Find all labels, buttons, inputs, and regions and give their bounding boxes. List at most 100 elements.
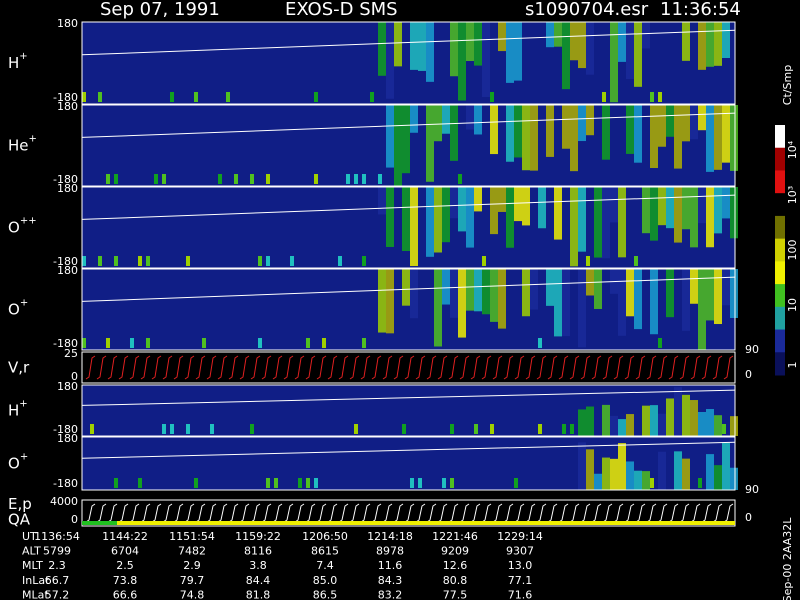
- panel-label-sup: +: [19, 399, 27, 410]
- table-cell: 12.6: [443, 559, 468, 572]
- sawtooth: [371, 355, 382, 380]
- spectrum-cell: [450, 187, 458, 219]
- sawtooth: [514, 355, 525, 380]
- spectrum-cell: [306, 338, 310, 348]
- spectrum-cell: [714, 465, 722, 490]
- spectrum-cell: [706, 105, 714, 172]
- spectrum-cell: [226, 92, 230, 102]
- spectrum-cell: [450, 22, 458, 77]
- spectrum-cell: [650, 105, 658, 169]
- sawtooth: [591, 355, 602, 380]
- spectrum-cell: [714, 187, 722, 234]
- spectrum-cell: [530, 269, 538, 310]
- spectrum-cell: [626, 414, 634, 436]
- spectrum-cell: [266, 256, 270, 266]
- sawtooth: [492, 355, 503, 380]
- spectrum-cell: [690, 400, 698, 436]
- spectrum-cell: [658, 105, 666, 147]
- table-cell: 1159:22: [235, 530, 281, 543]
- table-cell: 8116: [244, 545, 272, 558]
- sawtooth: [668, 355, 679, 380]
- spectrum-cell: [402, 424, 406, 434]
- spectrum-cell: [82, 92, 86, 102]
- spectrum-cell: [402, 269, 410, 306]
- spectrum-cell: [186, 256, 190, 266]
- tick-label: 180: [57, 264, 78, 277]
- sawtooth: [646, 355, 657, 380]
- panel-label-text: E,p: [8, 495, 32, 513]
- spectrum-cell: [586, 105, 594, 136]
- table-cell: 1221:46: [432, 530, 478, 543]
- trace: [81, 29, 736, 56]
- row-label: MLat: [22, 588, 49, 600]
- spectrum-cell: [594, 269, 602, 309]
- table-cell: 2.9: [183, 559, 201, 572]
- spectrum-cell: [82, 338, 86, 348]
- trace: [81, 441, 736, 459]
- spectrum-cell: [514, 478, 518, 488]
- spectrum-cell: [362, 174, 366, 184]
- spectrum-cell: [442, 269, 450, 305]
- table-cell: 71.6: [508, 588, 533, 600]
- file: s1090704.esr: [525, 0, 649, 20]
- spectrum-cell: [98, 92, 102, 102]
- sawtooth: [459, 355, 470, 380]
- table-cell: 73.8: [113, 574, 138, 587]
- colorbar-label: 100: [786, 240, 799, 261]
- spectrum-cell: [266, 174, 270, 184]
- sawtooth: [129, 355, 140, 380]
- spectrum-cell: [162, 174, 166, 184]
- spectrum-cell: [474, 187, 482, 212]
- tick-label: 0: [71, 370, 78, 383]
- spectrum-cell: [314, 92, 318, 102]
- tick-label: 90: [745, 483, 759, 496]
- spectrum-cell: [154, 174, 158, 184]
- spectrum-cell: [698, 478, 702, 488]
- spectrum-cell: [394, 105, 402, 186]
- spectrum-cell: [210, 424, 214, 434]
- spectrum-cell: [498, 269, 506, 329]
- panel-label-text: O: [8, 300, 20, 318]
- table-cell: 8978: [376, 545, 404, 558]
- row-label: InLat: [22, 574, 50, 587]
- spectrum-cell: [706, 187, 714, 248]
- sawtooth: [85, 355, 96, 380]
- sawtooth: [712, 355, 723, 380]
- spectrum-cell: [362, 338, 366, 348]
- table-cell: 9209: [441, 545, 469, 558]
- sawtooth: [547, 355, 558, 380]
- table-cell: 7482: [178, 545, 206, 558]
- spectrum-cell: [322, 338, 326, 348]
- sawtooth: [283, 355, 294, 380]
- panel-label-text: O: [8, 454, 20, 472]
- sawtooth: [602, 355, 613, 380]
- side-note: Sep-00 2AA32L: [781, 517, 794, 600]
- tick-label: 0: [745, 511, 752, 524]
- spectrum-cell: [482, 269, 490, 315]
- panel-frame: [81, 436, 736, 491]
- spectrum-cell: [474, 105, 482, 135]
- spectrum-cell: [410, 22, 418, 70]
- spectrum-cell: [650, 405, 658, 436]
- table-cell: 2.5: [116, 559, 134, 572]
- spectrum-cell: [474, 269, 482, 312]
- spectrum-cell: [722, 442, 730, 490]
- tick-label: 180: [57, 432, 78, 445]
- tick-label: 4000: [50, 495, 78, 508]
- table-cell: 1229:14: [497, 530, 543, 543]
- table-cell: 5799: [43, 545, 71, 558]
- spectrum-cell: [474, 22, 482, 66]
- table-cell: 81.8: [246, 588, 271, 600]
- spectrum-cell: [506, 187, 514, 248]
- spectrum-cell: [306, 478, 310, 488]
- sawtooth: [151, 355, 162, 380]
- spectrum-cell: [162, 424, 166, 434]
- table-cell: 2.3: [48, 559, 66, 572]
- panel-label-text: H: [8, 54, 19, 72]
- panel-label-text: H: [8, 401, 19, 419]
- panel-label-sup: +: [20, 298, 28, 309]
- sawtooth: [206, 355, 217, 380]
- spectrum-cell: [714, 105, 722, 170]
- spectrum-cell: [402, 187, 410, 252]
- spectrum-cell: [722, 269, 730, 306]
